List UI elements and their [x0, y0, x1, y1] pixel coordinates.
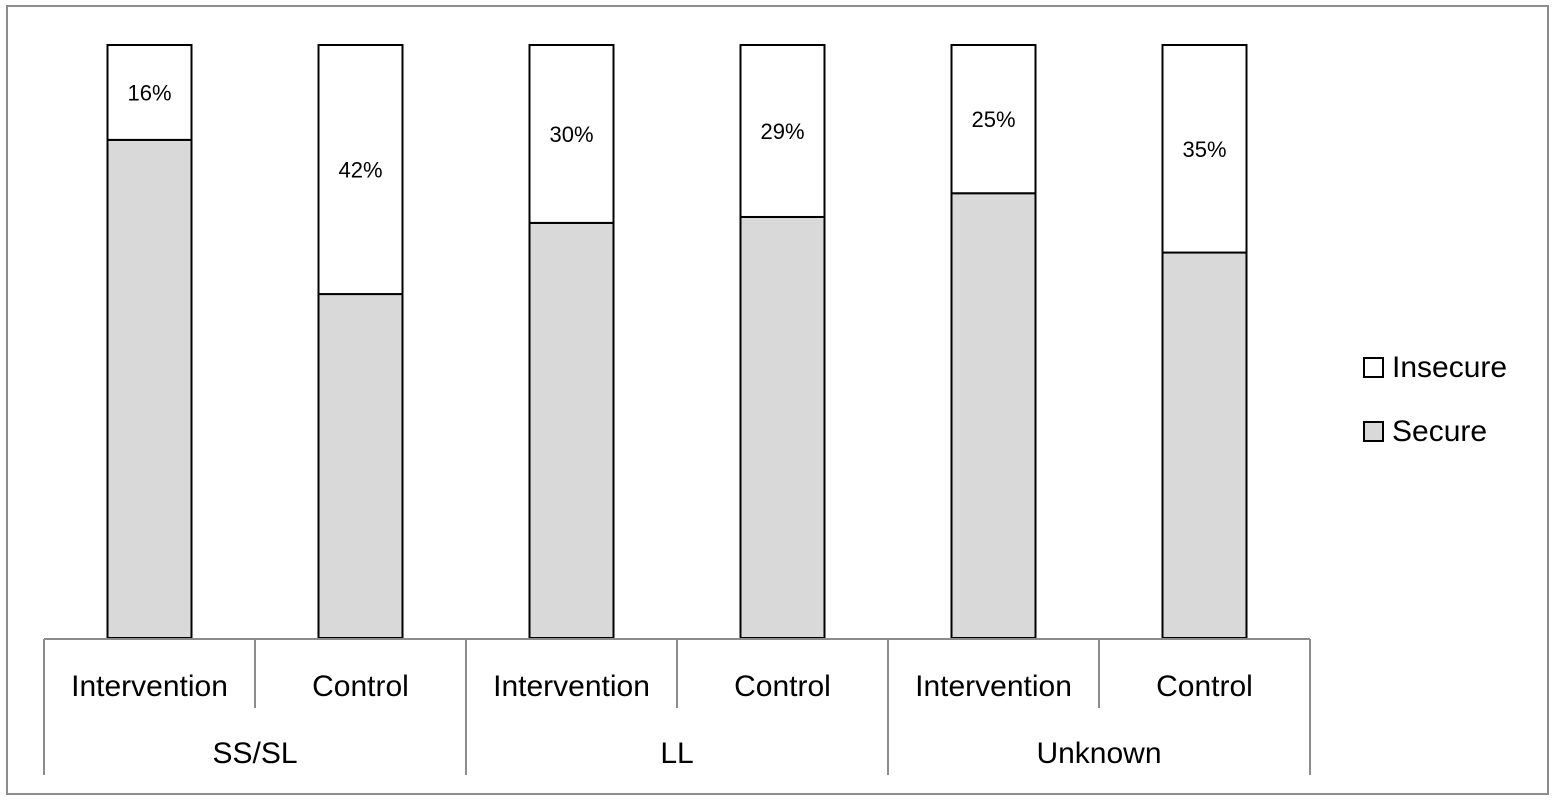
data-label: 16%	[127, 80, 171, 105]
bar-secure	[106, 138, 193, 639]
bar-insecure	[739, 44, 826, 218]
bar-secure	[528, 221, 615, 639]
bar-secure	[317, 293, 404, 639]
category-tick-label: Intervention	[71, 670, 228, 703]
category-axis: Intervention Control Intervention Control In…	[43, 638, 1311, 775]
group-tick-label: LL	[660, 737, 693, 770]
legend-swatch-secure	[1363, 421, 1384, 442]
category-tick-label: Intervention	[493, 670, 650, 703]
category-tick-label: Control	[312, 670, 409, 703]
group-tick-label: Unknown	[1036, 737, 1161, 770]
bar-insecure	[106, 44, 193, 141]
data-label: 30%	[549, 122, 593, 147]
legend: Insecure Secure	[1363, 351, 1507, 448]
category-tick-label: Control	[734, 670, 831, 703]
bars-layer: 16% 42% 30% 29% 25% 35%	[106, 44, 1248, 640]
bar-insecure	[317, 44, 404, 296]
legend-label-insecure: Insecure	[1392, 351, 1507, 384]
data-label: 35%	[1182, 137, 1226, 162]
data-label: 29%	[760, 119, 804, 144]
bar-insecure	[1161, 44, 1248, 254]
category-tick-label: Control	[1156, 670, 1253, 703]
group-tick-label: SS/SL	[212, 737, 297, 770]
bar-secure	[1161, 251, 1248, 640]
data-label: 42%	[338, 158, 382, 183]
data-label: 25%	[971, 107, 1015, 132]
bar-secure	[950, 192, 1037, 639]
bar-insecure	[950, 44, 1037, 195]
legend-label-secure: Secure	[1392, 415, 1487, 448]
legend-swatch-insecure	[1363, 357, 1384, 378]
bar-secure	[739, 215, 826, 639]
category-tick-label: Intervention	[915, 670, 1072, 703]
bar-insecure	[528, 44, 615, 224]
